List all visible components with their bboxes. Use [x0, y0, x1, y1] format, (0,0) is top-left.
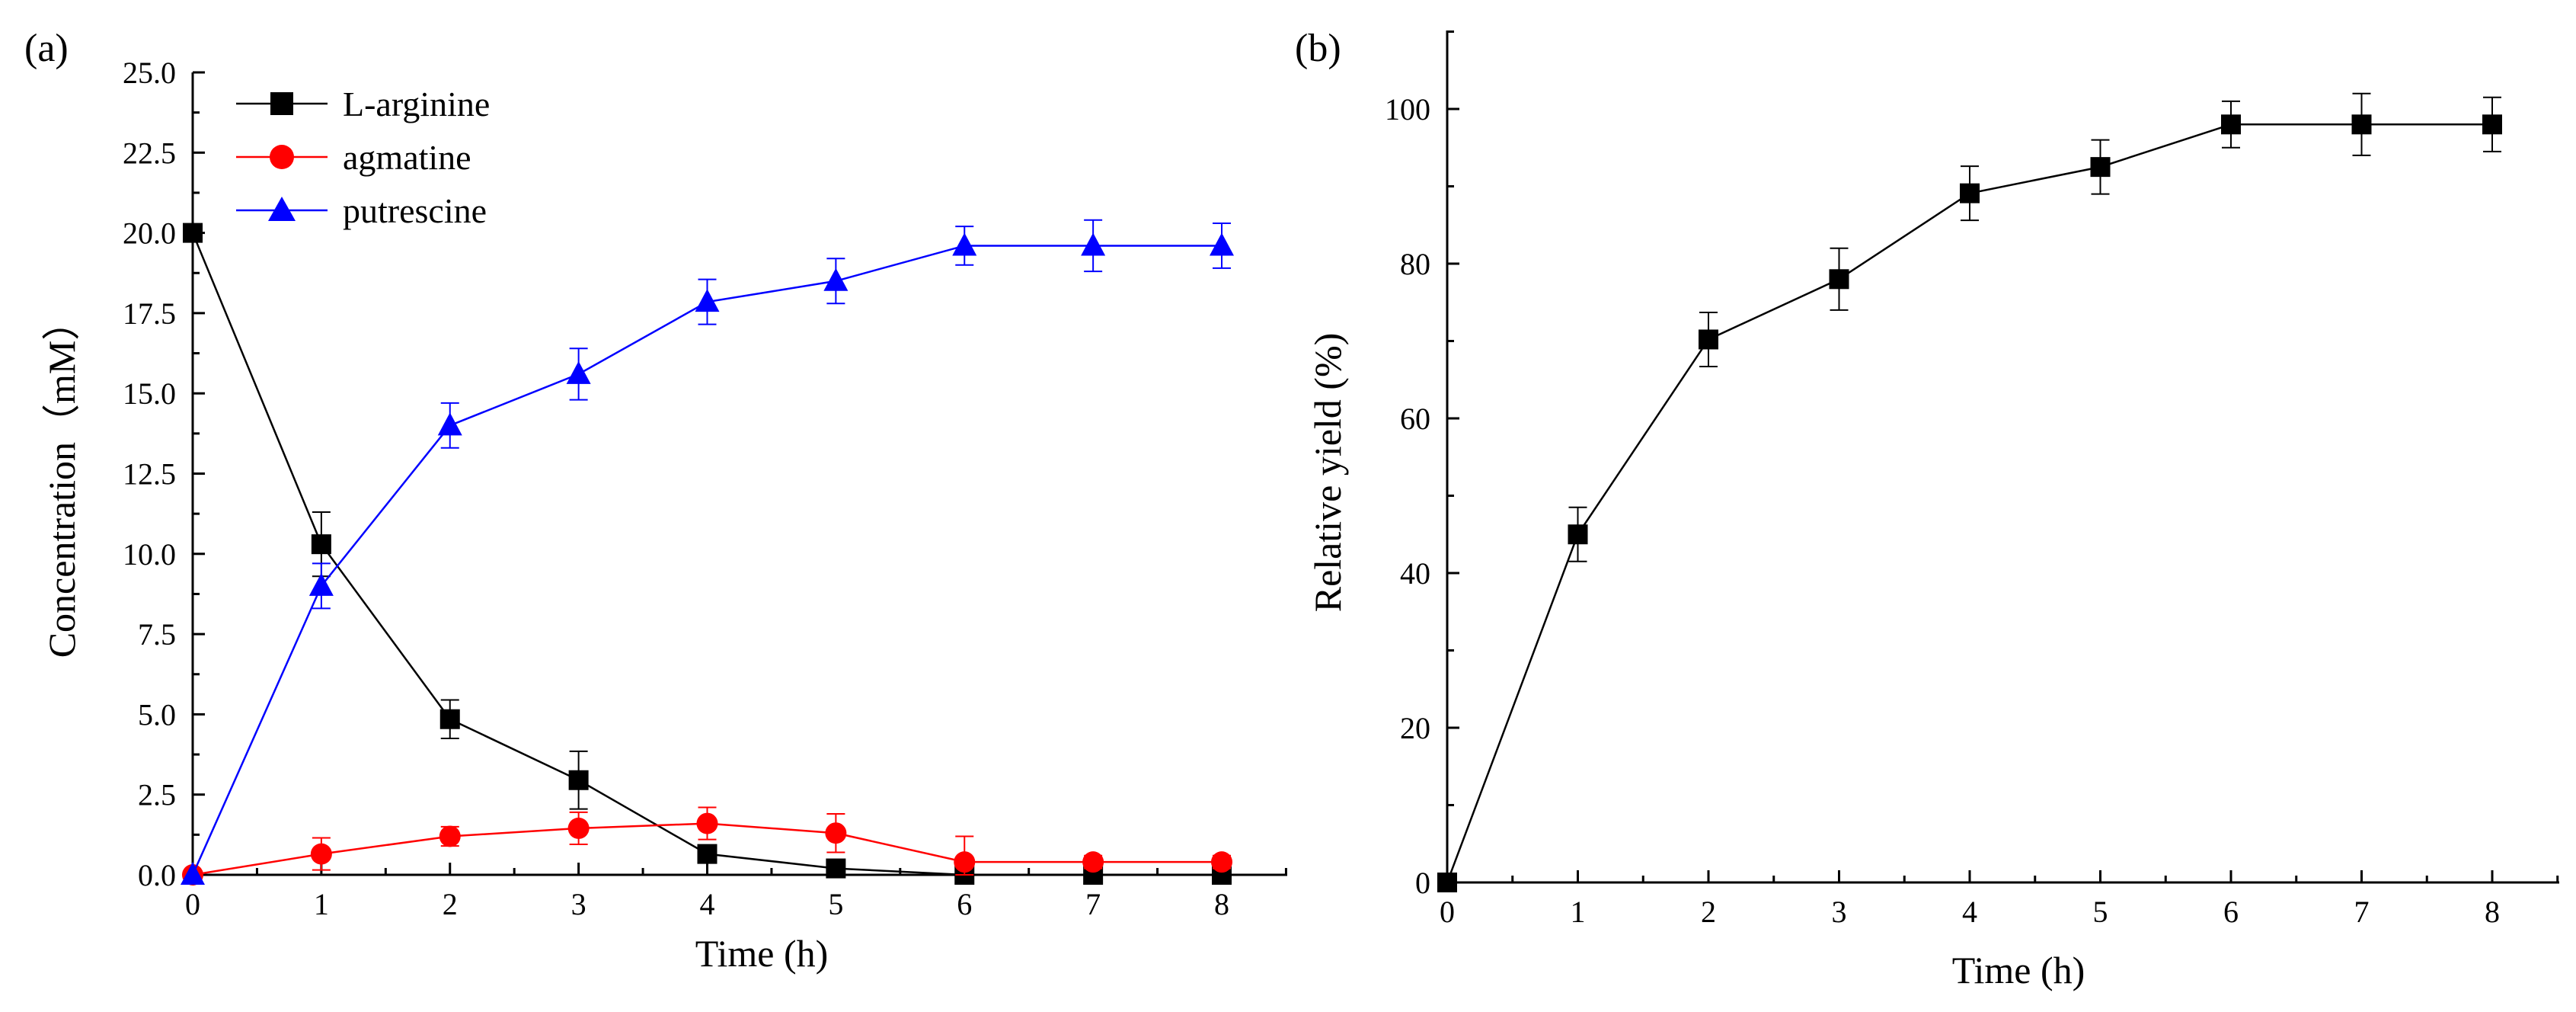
panel-a-point-putrescine-1 [308, 572, 334, 596]
panel-a-point-putrescine-0 [181, 862, 205, 885]
panel-b-y-tick-label-60: 60 [1400, 402, 1430, 436]
panel-a-x-axis-title: Time (h) [695, 932, 829, 975]
panel-a-y-tick-label-2-5: 2.5 [138, 778, 176, 812]
panel-a-point-l-arginine-0 [183, 223, 203, 243]
legend-marker-agmatine [270, 145, 294, 169]
panel-b-y-tick-label-40: 40 [1400, 556, 1430, 591]
panel-a-y-tick-label-25-0: 25.0 [123, 56, 176, 90]
panel-a-point-l-arginine-4 [697, 844, 718, 864]
panel-b-y-tick-label-0: 0 [1415, 866, 1430, 900]
panel-a-point-l-arginine-5 [826, 858, 846, 879]
panel-b-x-tick-label-4: 4 [1962, 895, 1977, 929]
panel-a-point-putrescine-4 [695, 289, 720, 312]
panel-a-x-tick-label-0: 0 [185, 887, 200, 921]
panel-a-x-tick-label-6: 6 [957, 887, 972, 921]
panel-b-y-tick-label-100: 100 [1385, 92, 1430, 126]
panel-a-label: (a) [24, 27, 69, 70]
panel-b-x-tick-label-7: 7 [2354, 895, 2370, 929]
panel-b-y-axis-title: Relative yield (%) [1306, 333, 1349, 613]
panel-a-point-putrescine-5 [823, 267, 849, 291]
panel-b-x-axis-title: Time (h) [1952, 949, 2085, 991]
panel-a-y-tick-label-12-5: 12.5 [123, 457, 176, 492]
panel-a-y-axis-title: Concentration（mM） [40, 303, 83, 658]
panel-b-label: (b) [1295, 27, 1341, 70]
panel-a-plot-area: 0 1 2 3 4 5 6 7 8 0.0 2.5 5.0 7.5 10.0 12.5 15.0 17.5 20.… [123, 56, 1287, 921]
panel-b-point-relative-yield-4 [1960, 183, 1980, 203]
panel-a: (a) 0 1 2 3 4 5 6 7 8 0.0 2.5 5.0 7.5 10.0 12.5 15.0 17.… [24, 27, 1287, 975]
panel-a-y-tick-label-7-5: 7.5 [138, 617, 176, 652]
panel-a-y-tick-label-15-0: 15.0 [123, 376, 176, 411]
panel-a-y-tick-label-20-0: 20.0 [123, 216, 176, 251]
panel-a-y-tick-label-0-0: 0.0 [138, 858, 176, 892]
panel-a-y-tick-label-22-5: 22.5 [123, 136, 176, 170]
panel-a-x-tick-label-3: 3 [571, 887, 586, 921]
panel-b-point-relative-yield-0 [1437, 873, 1457, 892]
panel-b-point-relative-yield-3 [1829, 269, 1849, 290]
panel-a-series-line-putrescine [191, 245, 1222, 876]
legend-label-agmatine: agmatine [343, 138, 471, 177]
panel-b-x-tick-label-3: 3 [1832, 895, 1847, 929]
panel-a-point-l-arginine-3 [568, 770, 589, 790]
panel-a-point-agmatine-4 [696, 812, 718, 834]
panel-a-x-tick-label-1: 1 [314, 887, 329, 921]
panel-a-point-putrescine-7 [1081, 232, 1106, 256]
panel-a-y-tick-label-10-0: 10.0 [123, 537, 176, 572]
panel-b-y-tick-label-80: 80 [1400, 247, 1430, 281]
legend-label-l-arginine: L-arginine [343, 85, 490, 123]
panel-a-point-agmatine-7 [1082, 851, 1104, 873]
panel-a-point-putrescine-2 [437, 412, 462, 436]
panel-b-point-relative-yield-6 [2221, 114, 2241, 135]
panel-a-point-agmatine-3 [567, 817, 590, 839]
panel-a-point-agmatine-1 [310, 843, 332, 865]
panel-b-point-relative-yield-1 [1568, 524, 1588, 545]
panel-b-series-line-relative-yield [1446, 123, 2492, 883]
panel-a-x-tick-label-4: 4 [700, 887, 715, 921]
panel-a-legend: L-arginine agmatine putrescine [236, 85, 490, 230]
panel-a-point-l-arginine-2 [439, 709, 460, 729]
panel-b-x-tick-label-6: 6 [2223, 895, 2239, 929]
panel-a-point-l-arginine-1 [311, 534, 331, 555]
legend-label-putrescine: putrescine [343, 191, 487, 230]
panel-a-x-tick-label-8: 8 [1214, 887, 1229, 921]
panel-a-x-tick-label-2: 2 [443, 887, 458, 921]
panel-b-x-tick-label-0: 0 [1440, 895, 1455, 929]
panel-a-x-tick-label-7: 7 [1085, 887, 1101, 921]
panel-a-point-agmatine-6 [954, 851, 976, 873]
panel-b-point-relative-yield-2 [1699, 329, 1718, 350]
panel-b-x-tick-label-5: 5 [2093, 895, 2108, 929]
panel-b-x-tick-label-2: 2 [1701, 895, 1716, 929]
panel-a-point-agmatine-8 [1211, 851, 1232, 873]
panel-b-x-tick-label-1: 1 [1571, 895, 1586, 929]
legend-marker-l-arginine [270, 92, 293, 115]
panel-b-point-relative-yield-5 [2090, 157, 2111, 178]
panel-a-x-tick-label-5: 5 [828, 887, 843, 921]
legend-marker-putrescine [268, 197, 296, 221]
panel-b-point-relative-yield-8 [2482, 114, 2502, 135]
panel-a-point-putrescine-8 [1210, 232, 1234, 256]
panel-a-point-agmatine-2 [439, 825, 461, 847]
panel-a-point-putrescine-6 [952, 232, 977, 256]
panel-a-point-putrescine-3 [566, 360, 591, 384]
panel-a-y-tick-label-5-0: 5.0 [138, 697, 176, 732]
panel-a-y-tick-label-17-5: 17.5 [123, 296, 176, 331]
panel-b-y-tick-label-20: 20 [1400, 711, 1430, 745]
panel-b-point-relative-yield-7 [2351, 114, 2372, 135]
panel-a-point-agmatine-5 [825, 822, 847, 844]
panel-b-x-tick-label-8: 8 [2485, 895, 2500, 929]
